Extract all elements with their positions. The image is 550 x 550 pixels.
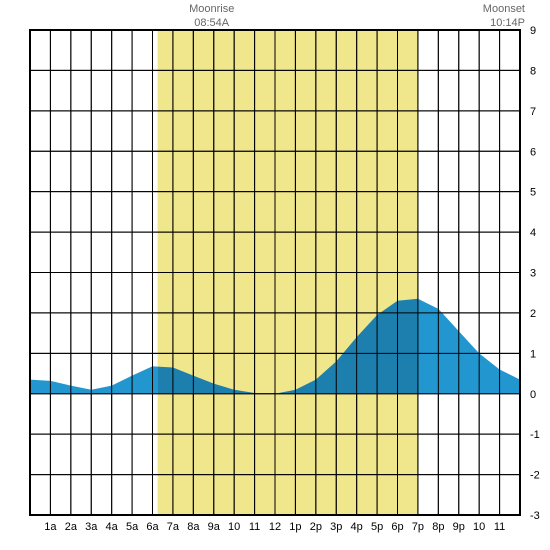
y-tick-label: 1 [530,348,536,360]
x-tick-label: 11 [494,521,505,533]
x-tick-label: 3a [85,521,98,533]
y-tick-label: 7 [530,106,536,118]
x-tick-label: 1a [44,521,57,533]
x-tick-label: 6a [146,521,159,533]
moonset-time: 10:14P [490,17,525,29]
chart-svg: 1a2a3a4a5a6a7a8a9a1011121p2p3p4p5p6p7p8p… [0,0,550,550]
y-tick-label: 3 [530,268,536,280]
x-tick-label: 5p [371,521,383,533]
tide-area [30,366,158,393]
moonrise-title: Moonrise [189,3,234,15]
x-tick-label: 1p [289,521,301,533]
x-tick-label: 7a [167,521,180,533]
x-tick-label: 4p [351,521,363,533]
x-tick-label: 11 [249,521,260,533]
x-tick-label: 10 [473,521,485,533]
y-tick-label: 4 [530,227,536,239]
moonrise-label: Moonrise 08:54A [182,2,242,31]
x-tick-label: 2a [65,521,78,533]
y-tick-label: 6 [530,146,536,158]
tide-chart: 1a2a3a4a5a6a7a8a9a1011121p2p3p4p5p6p7p8p… [0,0,550,550]
x-tick-label: 8p [432,521,444,533]
y-tick-label: -3 [530,510,540,522]
x-tick-label: 3p [330,521,342,533]
x-tick-label: 6p [391,521,403,533]
x-tick-label: 7p [412,521,424,533]
x-tick-label: 9p [453,521,465,533]
x-tick-label: 8a [187,521,200,533]
y-tick-label: 9 [530,25,536,37]
x-tick-label: 12 [269,521,281,533]
y-tick-label: 2 [530,308,536,320]
y-tick-label: 8 [530,65,536,77]
y-tick-label: 0 [530,389,536,401]
x-tick-label: 10 [228,521,240,533]
moonrise-time: 08:54A [194,17,229,29]
x-tick-label: 5a [126,521,139,533]
moonset-label: Moonset 10:14P [465,2,525,31]
y-tick-label: -1 [530,429,540,441]
x-tick-label: 9a [208,521,221,533]
y-tick-label: 5 [530,187,536,199]
x-tick-label: 2p [310,521,322,533]
moonset-title: Moonset [483,3,525,15]
y-tick-label: -2 [530,470,540,482]
x-tick-label: 4a [106,521,119,533]
